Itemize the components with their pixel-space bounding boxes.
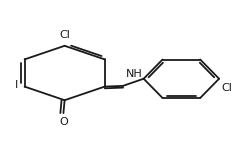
Text: Cl: Cl [59,30,70,40]
Text: Cl: Cl [221,83,232,93]
Text: NH: NH [126,69,143,79]
Text: O: O [59,117,68,127]
Text: I: I [15,80,18,90]
